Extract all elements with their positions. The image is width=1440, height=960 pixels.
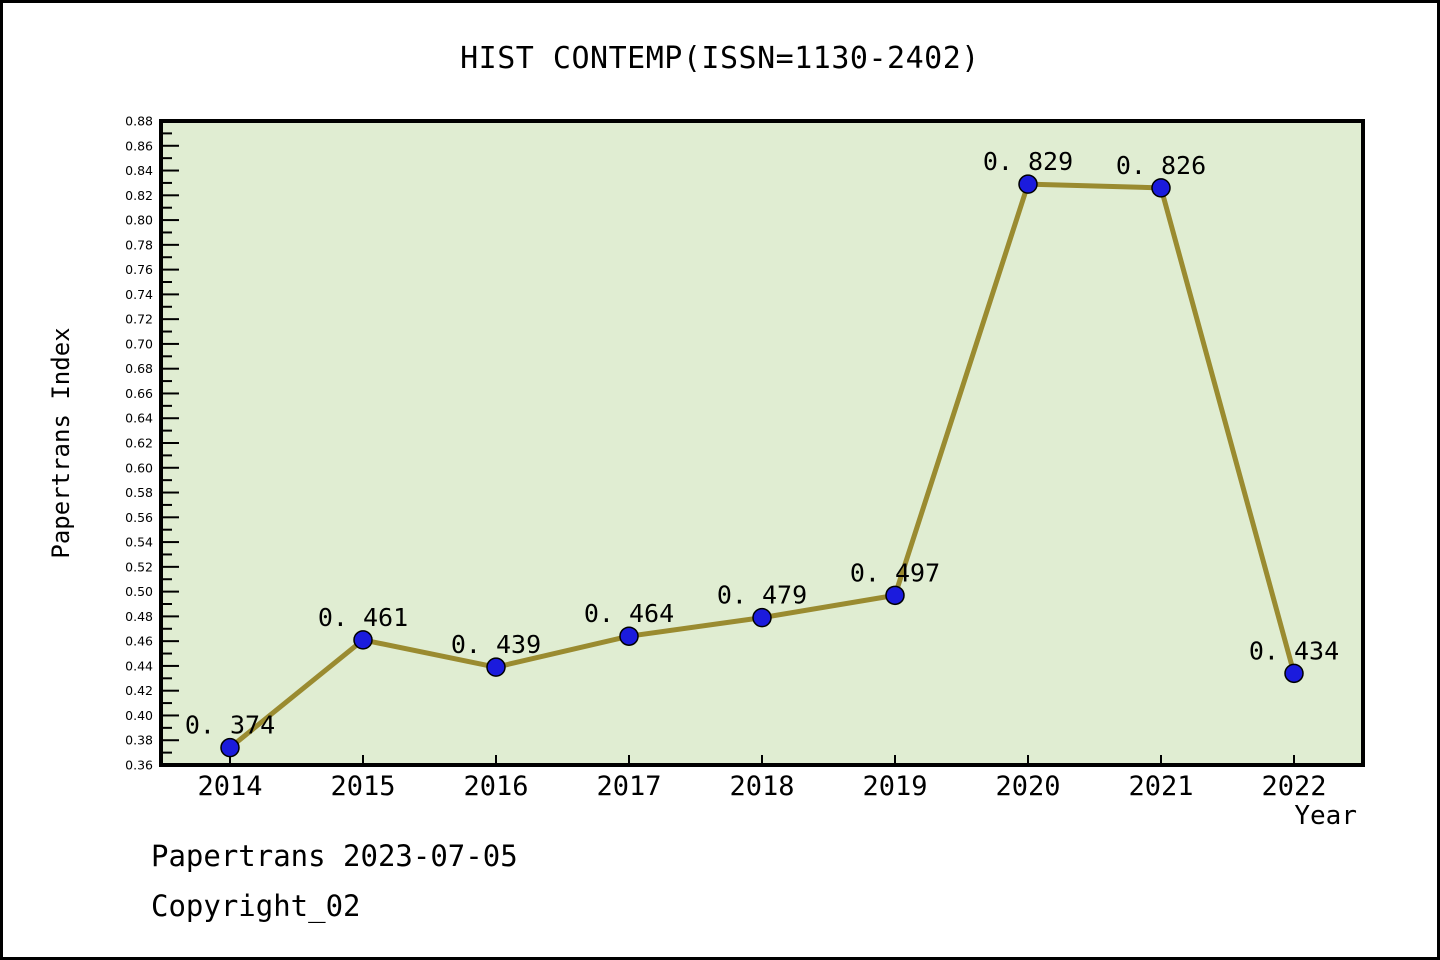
data-point (1018, 174, 1038, 194)
y-tick-label: 0.86 (125, 138, 153, 153)
y-tick-label: 0.50 (125, 584, 153, 599)
data-point (1284, 663, 1304, 684)
x-tick-label: 2017 (596, 771, 661, 802)
data-point-label: 0. 439 (451, 630, 541, 659)
data-point-label: 0. 374 (185, 711, 275, 740)
y-tick-label: 0.66 (125, 386, 153, 401)
data-point (353, 630, 373, 650)
data-point-label: 0. 497 (850, 558, 940, 587)
data-point-label: 0. 434 (1249, 636, 1339, 665)
x-tick-label: 2016 (463, 771, 528, 802)
x-tick-label: 2022 (1261, 771, 1326, 802)
y-tick-label: 0.60 (125, 460, 153, 475)
y-tick-label: 0.78 (125, 237, 153, 252)
data-point-label: 0. 479 (717, 581, 807, 610)
y-tick-label: 0.72 (125, 312, 153, 327)
data-point-label: 0. 461 (318, 603, 408, 632)
data-point (486, 657, 506, 677)
x-tick-label: 2015 (330, 771, 395, 802)
data-point (220, 737, 240, 758)
y-tick-label: 0.56 (125, 510, 153, 525)
y-tick-label: 0.84 (125, 163, 153, 178)
chart-title: HIST CONTEMP(ISSN=1130-2402) (460, 41, 980, 76)
y-tick-label: 0.48 (125, 609, 153, 624)
footer-copyright-line: Copyright_02 (151, 889, 361, 923)
data-point (752, 607, 772, 628)
data-point-label: 0. 826 (1116, 151, 1206, 180)
y-tick-label: 0.62 (125, 436, 153, 451)
footer-date-line: Papertrans 2023-07-05 (151, 839, 518, 873)
y-tick-label: 0.88 (125, 114, 153, 129)
y-tick-label: 0.74 (125, 287, 153, 302)
data-point-label: 0. 464 (584, 599, 674, 628)
data-point-label: 0. 829 (983, 147, 1073, 176)
y-tick-label: 0.42 (125, 683, 153, 698)
y-tick-label: 0.52 (125, 559, 153, 574)
x-axis-title: Year (1294, 801, 1357, 831)
y-tick-label: 0.80 (125, 213, 153, 228)
y-tick-label: 0.70 (125, 336, 153, 351)
y-tick-label: 0.54 (125, 535, 153, 550)
x-tick-label: 2018 (729, 771, 794, 802)
y-tick-label: 0.64 (125, 411, 153, 426)
x-tick-label: 2019 (862, 771, 927, 802)
y-tick-label: 0.36 (125, 758, 153, 773)
y-tick-label: 0.82 (125, 188, 153, 203)
data-point (885, 585, 905, 606)
y-tick-label: 0.58 (125, 485, 153, 500)
y-tick-label: 0.68 (125, 361, 153, 376)
x-tick-label: 2021 (1128, 771, 1193, 802)
y-tick-label: 0.40 (125, 708, 153, 723)
data-point (1151, 178, 1171, 198)
y-tick-label: 0.44 (125, 658, 153, 673)
data-point (619, 626, 639, 646)
y-tick-label: 0.38 (125, 733, 153, 748)
plot-area (159, 119, 1365, 767)
x-tick-label: 2020 (995, 771, 1060, 802)
line-chart-canvas: 0.36 0.38 0.40 0.42 0.44 0.46 0.48 0.50 0.52 0.54… (125, 114, 1365, 802)
x-tick-label: 2014 (197, 771, 262, 802)
y-tick-label: 0.46 (125, 634, 153, 649)
y-tick-label: 0.76 (125, 262, 153, 277)
